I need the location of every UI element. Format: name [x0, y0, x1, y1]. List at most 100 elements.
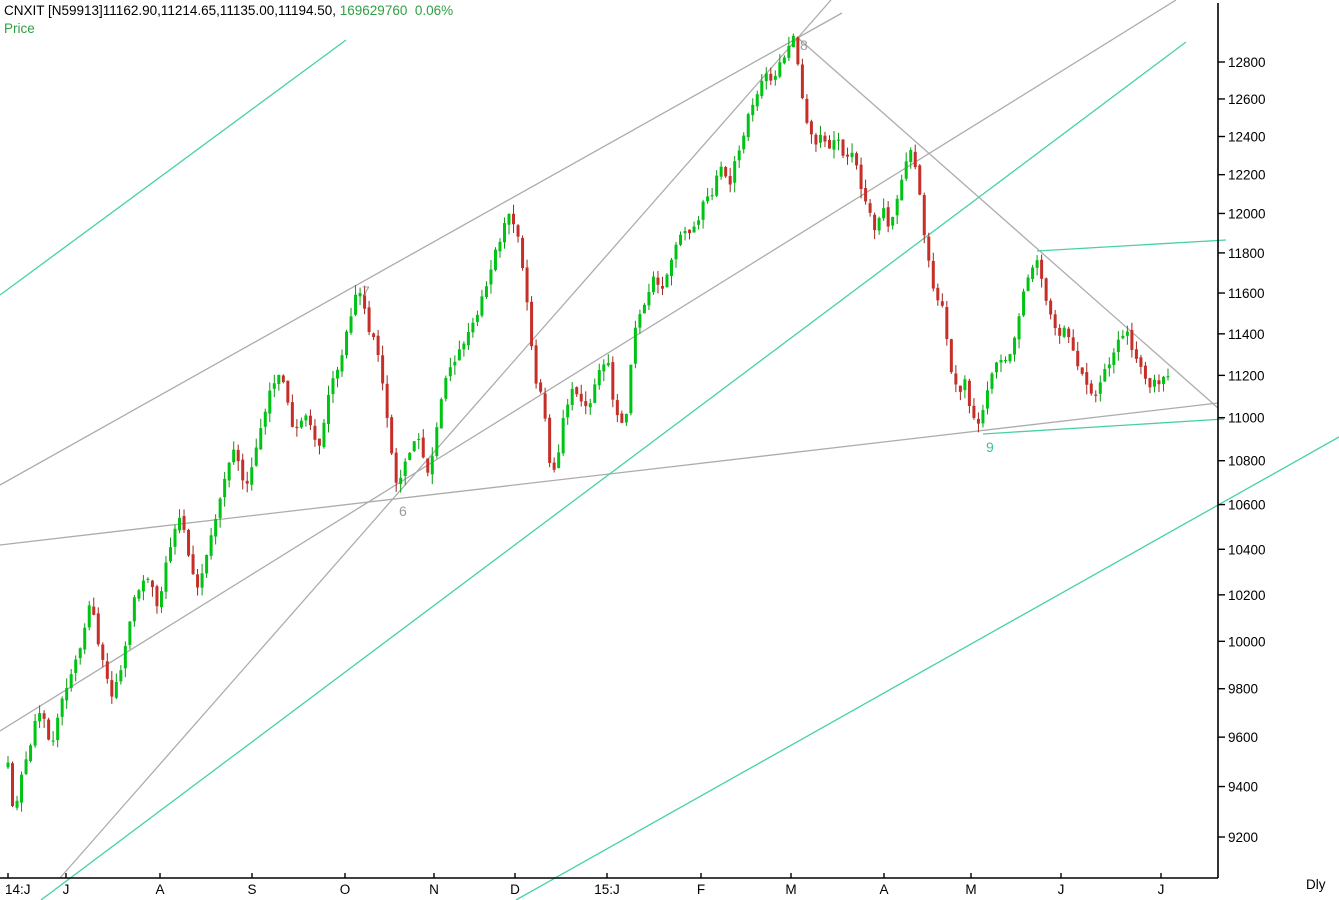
trend-line-teal-lower-channel[interactable] [515, 436, 1339, 900]
candle-body [1166, 376, 1170, 378]
candle-body [949, 339, 953, 373]
candle-body [651, 276, 655, 293]
trend-line-gray-mid-uptrend[interactable] [0, 0, 1177, 732]
candle-body [1157, 380, 1161, 385]
candle-body [1031, 267, 1035, 280]
candle-body [182, 516, 186, 530]
candle-body [981, 410, 985, 424]
candle-body [394, 452, 398, 483]
candle-body [268, 390, 272, 414]
candle-body [832, 140, 836, 150]
candle-body [187, 529, 191, 556]
candle-body [475, 314, 479, 322]
candle-body [800, 64, 804, 99]
candle-body [232, 449, 236, 463]
candle-body [931, 260, 935, 289]
candle-body [999, 359, 1003, 363]
y-axis-label: 10600 [1228, 498, 1266, 513]
candle-body [259, 428, 263, 450]
trend-line-teal-channel-upper-left[interactable] [0, 39, 347, 296]
trend-line-gray-steep-uptrend[interactable] [59, 0, 832, 879]
candle-body [168, 547, 172, 562]
candle-body [593, 384, 597, 403]
candle-body [281, 375, 285, 383]
candle-body [299, 420, 303, 428]
candle-body [927, 236, 931, 261]
candle-body [552, 462, 556, 470]
candle-body [1026, 277, 1030, 291]
candle-body [746, 114, 750, 138]
candle-body [1130, 330, 1134, 350]
x-axis-label: J [1158, 882, 1165, 897]
candle-body [674, 244, 678, 260]
candle-body [778, 62, 782, 77]
candle-body [827, 139, 831, 149]
quote-header: CNXIT [N59913]11162.90,11214.65,11135.00… [4, 2, 453, 19]
candle-body [963, 379, 967, 391]
y-axis-label: 11600 [1228, 286, 1265, 301]
candle-body [945, 307, 949, 339]
candle-body [841, 139, 845, 156]
candle-body [223, 478, 227, 498]
candle-body [214, 518, 218, 537]
candle-body [588, 403, 592, 408]
candle-body [724, 167, 728, 177]
candle-body [335, 369, 339, 379]
y-axis-label: 11400 [1228, 327, 1265, 342]
candle-body [1004, 359, 1008, 362]
candle-body [340, 355, 344, 372]
candlestick-series[interactable] [6, 33, 1170, 812]
candle-body [390, 417, 394, 454]
candle-body [629, 364, 633, 414]
candle-body [272, 383, 276, 389]
candle-body [421, 437, 425, 458]
candle-body [728, 176, 732, 185]
candle-body [837, 139, 841, 141]
candle-body [417, 438, 421, 441]
candle-body [701, 201, 705, 220]
timeframe-label[interactable]: Dly [1306, 877, 1326, 892]
trend-line-teal-long-channel[interactable] [40, 41, 1187, 900]
trend-line-gray-downtrend-from-top[interactable] [797, 37, 1219, 409]
candle-body [1058, 327, 1062, 336]
candle-body [20, 774, 24, 803]
candle-body [430, 456, 434, 475]
candle-body [381, 355, 385, 384]
x-axis-label: D [510, 882, 520, 897]
candle-body [1094, 394, 1098, 396]
candle-body [539, 382, 543, 392]
candle-body [936, 287, 940, 301]
candle-body [33, 720, 37, 746]
candle-body [994, 362, 998, 373]
y-axis-label: 9600 [1228, 730, 1258, 745]
candle-body [922, 195, 926, 236]
candle-body [742, 135, 746, 150]
candle-body [877, 217, 881, 231]
candle-body [782, 57, 786, 64]
candle-body [209, 535, 213, 556]
candle-body [1107, 364, 1111, 369]
wave-label-6: 6 [399, 503, 407, 519]
candle-body [638, 314, 642, 328]
candle-body [6, 762, 10, 768]
candle-body [882, 208, 886, 219]
candle-body [178, 517, 182, 531]
trend-line-gray-uptrend-through-peaks[interactable] [0, 12, 843, 486]
candle-body [1161, 376, 1165, 384]
candle-body [670, 259, 674, 277]
trend-line-teal-flat-resistance[interactable] [1036, 239, 1227, 252]
x-axis-label: J [63, 882, 70, 897]
candle-body [1080, 367, 1084, 374]
candle-body [308, 415, 312, 426]
candle-body [773, 75, 777, 80]
trend-line-teal-flat-support[interactable] [982, 418, 1225, 435]
y-axis-label: 9400 [1228, 780, 1258, 795]
candle-body [976, 418, 980, 424]
candle-body [1134, 349, 1138, 359]
x-axis-label: M [965, 882, 976, 897]
candle-body [1035, 260, 1039, 268]
candle-body [954, 373, 958, 385]
candle-body [29, 745, 33, 762]
y-axis-label: 12400 [1228, 130, 1266, 145]
